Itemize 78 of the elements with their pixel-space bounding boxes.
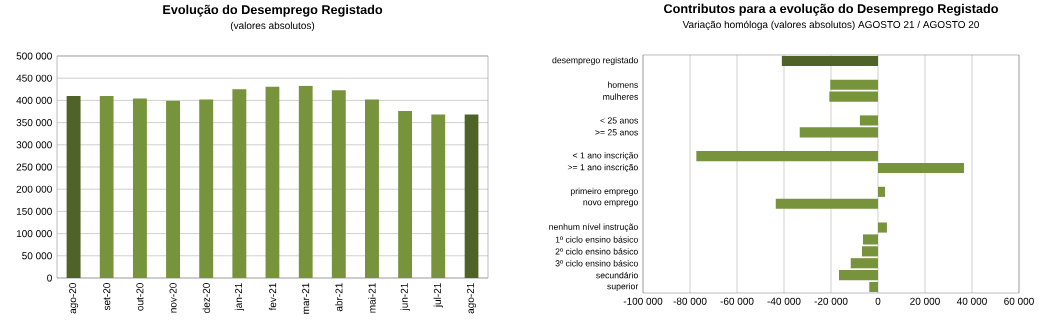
bar <box>431 114 446 278</box>
bar <box>199 99 214 278</box>
bar <box>850 258 878 269</box>
bar <box>331 90 346 278</box>
bar <box>838 270 878 281</box>
x-tick-label: -80 000 <box>673 297 707 305</box>
y-tick-label: 350 000 <box>16 119 52 127</box>
bar <box>398 111 413 278</box>
y-tick-label: nenhum nível instrução <box>549 223 638 232</box>
chart-subtitle: Variação homóloga (valores absolutos) AGOSTO 21 / AGOSTO 20 <box>682 20 979 31</box>
x-tick-label: jun-21 <box>400 283 410 311</box>
bar <box>878 162 965 174</box>
bar <box>781 55 878 66</box>
y-tick-label: 500 000 <box>16 52 52 60</box>
y-tick-label: mulheres <box>603 93 638 100</box>
x-tick-label: ago-20 <box>69 283 79 314</box>
y-tick-label: 100 000 <box>16 230 52 238</box>
y-tick-label: < 1 ano inscrição <box>572 152 638 161</box>
y-tick-label: 200 000 <box>16 185 52 193</box>
y-tick-label: 300 000 <box>16 141 52 149</box>
x-tick-label: jan-21 <box>234 283 245 311</box>
chart-subtitle: (valores absolutos) <box>230 21 315 32</box>
bar <box>696 151 878 162</box>
bar <box>166 100 181 278</box>
x-tick-label: -100 000 <box>623 297 663 305</box>
chart-title: Contributos para a evolução do Desemprego Registado <box>664 3 998 16</box>
x-tick-label: -20 000 <box>814 297 848 305</box>
x-tick-label: out-20 <box>136 283 144 311</box>
y-tick-label: superior <box>607 283 639 292</box>
x-tick-label: jul-21 <box>433 283 443 308</box>
x-tick-label: 0 <box>875 297 881 305</box>
bar <box>878 186 886 197</box>
bar <box>775 198 878 209</box>
y-tick-label: 2º ciclo ensino básico <box>555 248 638 255</box>
x-tick-label: dez-20 <box>202 283 210 313</box>
y-tick-label: 3º ciclo ensino básico <box>555 260 638 267</box>
y-tick-label: primeiro emprego <box>570 187 638 196</box>
chart-title: Evolução do Desemprego Registado <box>163 4 383 17</box>
x-tick-label: mar-21 <box>302 283 310 314</box>
bar <box>878 222 887 233</box>
x-tick-label: 20 000 <box>910 297 940 305</box>
bar <box>365 99 379 278</box>
bar <box>829 91 878 102</box>
x-tick-label: mai-21 <box>368 283 376 313</box>
y-tick-label: homens <box>608 81 638 88</box>
bar <box>298 85 313 278</box>
bar <box>464 114 479 278</box>
x-tick-label: ago-21 <box>466 283 476 314</box>
x-tick-label: 40 000 <box>956 297 987 305</box>
y-tick-label: novo emprego <box>583 200 638 207</box>
bar <box>99 95 114 278</box>
bar <box>869 281 878 293</box>
bar <box>66 95 81 278</box>
y-tick-label: 150 000 <box>16 207 52 215</box>
bar <box>265 86 280 278</box>
x-tick-label: fev-21 <box>268 283 277 311</box>
bar <box>830 79 878 90</box>
y-tick-label: 0 <box>47 274 52 282</box>
x-tick-label: nov-20 <box>169 283 177 313</box>
x-tick-label: 60 000 <box>1004 297 1034 305</box>
bar <box>862 246 878 257</box>
y-tick-label: < 25 anos <box>600 117 638 124</box>
bar <box>862 234 878 245</box>
bar <box>132 98 147 278</box>
x-tick-label: set-20 <box>103 283 111 311</box>
y-tick-label: 250 000 <box>16 163 52 171</box>
y-tick-label: secundário <box>596 271 638 279</box>
x-tick-label: abr-21 <box>335 283 343 312</box>
y-tick-label: 400 000 <box>16 96 52 104</box>
y-tick-label: 450 000 <box>16 74 52 82</box>
x-tick-label: -60 000 <box>720 297 754 305</box>
y-tick-label: >= 25 anos <box>595 129 638 136</box>
bar <box>232 89 247 278</box>
y-tick-label: >= 1 ano inscrição <box>567 163 638 173</box>
y-tick-label: 50 000 <box>22 252 52 260</box>
x-tick-label: -40 000 <box>767 297 801 305</box>
y-tick-label: 1º ciclo ensino básico <box>555 236 638 243</box>
y-tick-label: desemprego registado <box>552 56 638 65</box>
